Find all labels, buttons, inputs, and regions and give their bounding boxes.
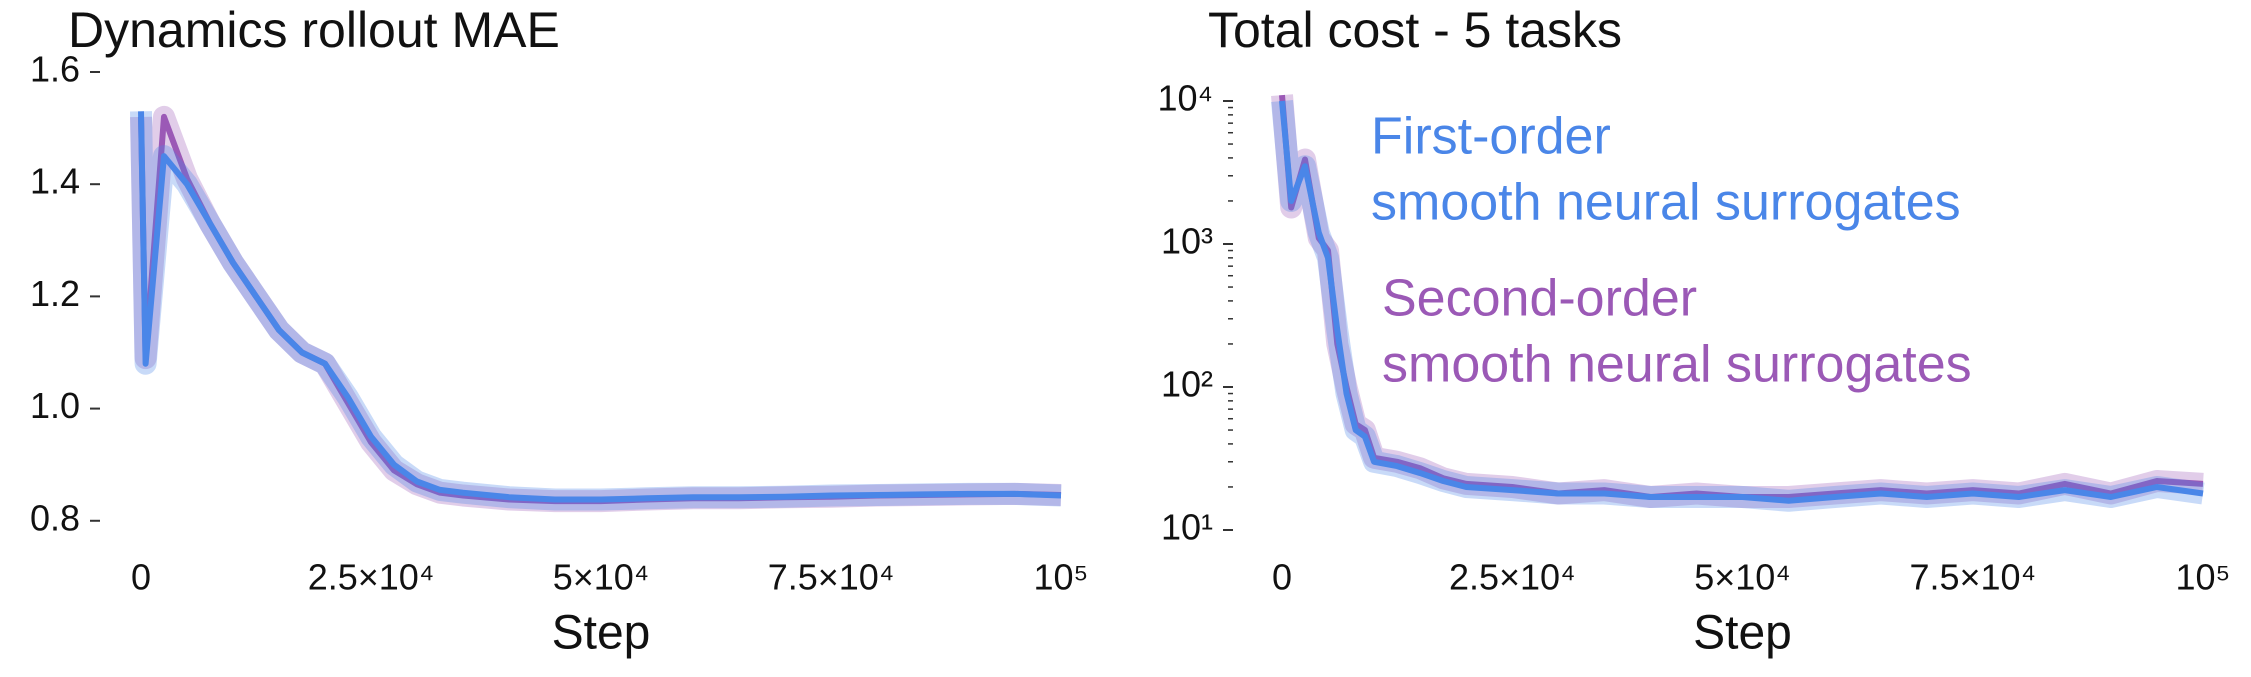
series-band <box>130 105 1062 513</box>
series-line <box>1279 100 2204 504</box>
x-axis-label: Step <box>552 607 651 660</box>
x-tick-label: 7.5×10⁴ <box>1909 557 2036 598</box>
chart-title: Dynamics rollout MAE <box>68 2 560 58</box>
y-tick-label: 1.6 <box>30 49 80 90</box>
y-tick-label: 10⁴ <box>1157 78 1213 119</box>
x-tick-label: 2.5×10⁴ <box>308 557 435 598</box>
x-tick-label: 10⁵ <box>2176 557 2231 598</box>
x-tick-label: 0 <box>131 557 151 598</box>
x-tick-label: 10⁵ <box>1034 557 1089 598</box>
y-tick-label: 1.0 <box>30 385 80 426</box>
chart-title: Total cost - 5 tasks <box>1208 2 1622 58</box>
y-tick-label: 10¹ <box>1161 507 1213 548</box>
series-label: smooth neural surrogates <box>1371 174 1961 232</box>
y-tick-label: 0.8 <box>30 497 80 538</box>
y-tick-label: 1.4 <box>30 161 80 202</box>
series-label: Second-order <box>1382 270 1697 328</box>
series-line <box>138 111 1062 503</box>
series-line <box>138 113 1062 505</box>
y-tick-label: 10³ <box>1161 221 1213 262</box>
series-label: smooth neural surrogates <box>1382 336 1972 394</box>
x-tick-label: 7.5×10⁴ <box>768 557 895 598</box>
series-band <box>130 111 1062 511</box>
y-tick-label: 10² <box>1161 364 1213 405</box>
y-tick-label: 1.2 <box>30 273 80 314</box>
x-tick-label: 2.5×10⁴ <box>1449 557 1576 598</box>
x-tick-label: 0 <box>1272 557 1292 598</box>
x-axis-label: Step <box>1693 607 1792 660</box>
x-tick-label: 5×10⁴ <box>553 557 650 598</box>
series-label: First-order <box>1371 108 1611 166</box>
x-tick-label: 5×10⁴ <box>1694 557 1791 598</box>
